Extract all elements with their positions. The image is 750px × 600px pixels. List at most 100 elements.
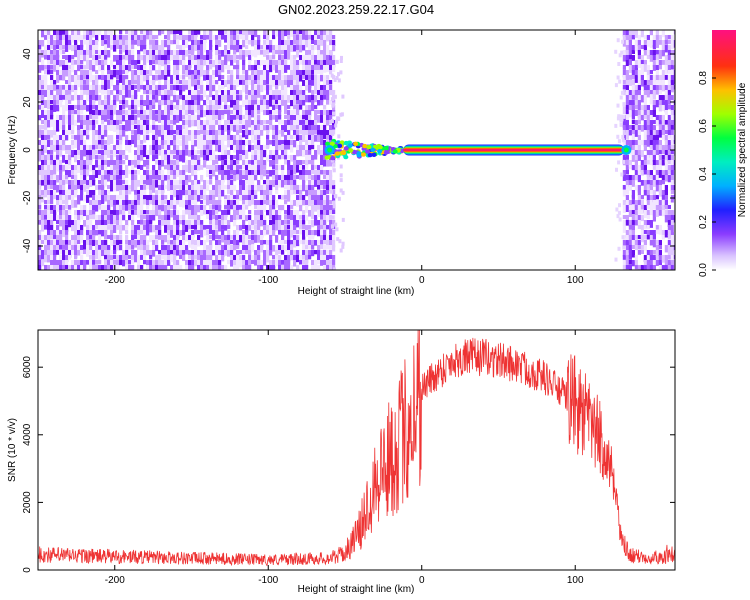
spectrogram-cell — [631, 65, 635, 71]
spectrogram-cell — [176, 235, 180, 242]
spectrogram-cell — [239, 150, 243, 155]
spectrogram-cell — [53, 240, 57, 246]
spectrogram-cell — [119, 175, 123, 180]
spectrogram-cell — [92, 200, 96, 206]
spectrogram-cell — [89, 180, 93, 187]
spectrogram-cell — [215, 255, 219, 263]
spectrogram-cell — [200, 185, 204, 191]
spectrogram-cell — [221, 245, 225, 250]
spectrogram-cell — [329, 40, 333, 46]
spectrogram-cell — [236, 170, 240, 175]
spectrogram-cell — [233, 210, 237, 217]
spectrogram-cell — [281, 150, 285, 158]
spectrogram-cell — [176, 260, 180, 268]
spectrogram-cell — [89, 100, 93, 107]
spectrogram-cell — [673, 65, 675, 71]
spectrogram-cell — [146, 35, 150, 40]
spectrogram-cell — [137, 35, 141, 42]
spectrogram-cell — [197, 160, 201, 167]
spectrogram-cell — [661, 115, 665, 122]
spectrogram-cell — [661, 205, 665, 211]
spectrogram-cell — [239, 255, 243, 263]
spectrogram-cell — [311, 140, 315, 146]
spectrogram-cell — [167, 30, 171, 35]
spectrogram-cell — [272, 125, 276, 133]
spectrogram-cell — [266, 105, 270, 110]
spectrogram-cell — [116, 45, 120, 50]
spectrogram-cell — [269, 100, 273, 107]
spectrogram-cell — [110, 250, 114, 255]
spectrogram-cell — [38, 265, 42, 270]
spectrogram-cell — [179, 30, 183, 36]
spectrogram-cell — [44, 145, 48, 153]
spectrogram-cell — [92, 75, 96, 83]
spectrogram-cell — [664, 110, 668, 115]
spectrogram-cell — [62, 220, 66, 228]
spectrogram-cell — [104, 150, 108, 156]
spectrogram-cell — [92, 110, 96, 116]
spectrogram-cell — [74, 35, 78, 43]
spectrogram-cell — [260, 70, 264, 75]
spectrogram-cell — [140, 175, 144, 183]
spectrogram-cell — [215, 235, 219, 240]
spectrogram-cell — [266, 250, 270, 257]
spectrogram-cell — [257, 80, 261, 87]
spectrogram-cell — [206, 120, 210, 125]
spectrogram-cell — [104, 170, 108, 176]
spectrogram-cell — [652, 60, 656, 67]
spectrogram-cell — [329, 70, 333, 75]
spectrogram-cell — [233, 30, 237, 38]
spectrogram-cell — [329, 210, 333, 215]
spectrogram-cell — [182, 35, 186, 41]
x-tick-label: 100 — [567, 275, 584, 286]
spectrogram-cell — [146, 50, 150, 58]
spectrogram-cell — [278, 75, 282, 83]
spectrogram-cell — [302, 260, 306, 265]
spectrogram-cell — [71, 60, 75, 66]
spectrogram-cell — [655, 185, 659, 192]
spectrogram-cell — [152, 105, 156, 110]
spectrogram-cell — [176, 195, 180, 201]
spectrogram-cell — [191, 50, 195, 57]
spectrogram-cell — [86, 220, 90, 225]
spectrogram-cell — [248, 105, 252, 113]
spectrogram-cell — [233, 160, 237, 168]
spectrogram-cell — [224, 215, 228, 221]
spectrogram-cell — [625, 220, 629, 226]
spectrogram-cell — [296, 50, 300, 58]
spectrogram-cell — [38, 95, 42, 101]
spectrogram-cell — [65, 80, 69, 85]
spectrogram-cell — [622, 185, 626, 190]
spectrogram-cell — [140, 190, 144, 196]
spectrogram-cell — [41, 110, 45, 118]
spectrogram-cell — [658, 105, 662, 112]
spectrogram-cell — [673, 90, 675, 96]
spectrogram-cell — [50, 70, 54, 75]
spectrogram-cell — [625, 165, 629, 172]
spectrogram-cell — [140, 180, 144, 185]
spectrogram-cell — [308, 85, 312, 93]
spectrogram-cell — [625, 55, 629, 63]
spectrogram-cell — [245, 140, 249, 146]
spectrogram-cell — [59, 75, 63, 81]
spectrogram-cell — [68, 250, 72, 258]
spectrogram-cell — [275, 115, 279, 123]
spectrogram-cell — [206, 130, 210, 137]
spectrogram-cell — [185, 175, 189, 182]
spectrogram-cell — [182, 55, 186, 61]
spectrogram-cell — [170, 150, 174, 155]
spectrogram-cell — [92, 125, 96, 133]
spectrogram-cell — [188, 200, 192, 208]
spectrogram-cell — [68, 265, 72, 270]
spectrogram-cell — [128, 120, 132, 126]
spectrogram-cell — [113, 145, 117, 151]
spectrogram-cell — [131, 110, 135, 115]
spectrogram-cell — [206, 155, 210, 161]
spectrogram-cell — [329, 245, 333, 250]
spectrogram-cell — [167, 250, 171, 256]
spectrogram-cell — [152, 115, 156, 121]
spectrogram-cell — [41, 75, 45, 83]
spectrogram-cell — [296, 110, 300, 117]
spectrogram-cell — [331, 224, 335, 229]
spectrogram-cell — [113, 220, 117, 225]
